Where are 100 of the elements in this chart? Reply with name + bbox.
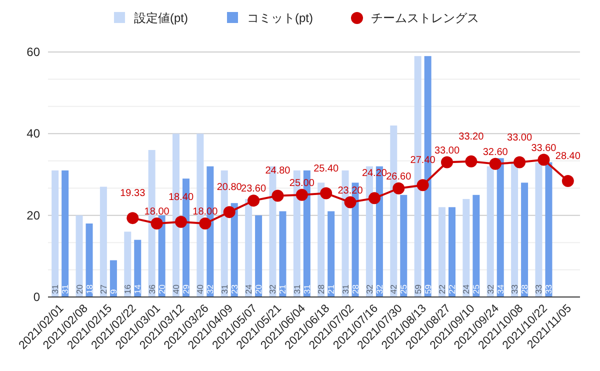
- point: [272, 190, 284, 202]
- data-label: 40: [195, 284, 206, 294]
- data-label: 32: [364, 284, 374, 294]
- data-label: 25: [471, 284, 482, 294]
- bar: [279, 211, 286, 297]
- data-label: 31: [219, 284, 230, 294]
- point: [150, 218, 163, 230]
- point: [416, 179, 429, 192]
- data-label: 25.00: [289, 178, 315, 189]
- data-label: 24: [244, 284, 254, 294]
- data-label: 32: [268, 284, 278, 294]
- point: [392, 182, 405, 194]
- data-label: 36: [146, 284, 157, 294]
- data-label: 31: [292, 284, 302, 294]
- data-label: 28: [520, 284, 530, 294]
- bar: [76, 215, 83, 297]
- data-label: 33.00: [507, 132, 532, 144]
- bar: [462, 199, 470, 297]
- point: [320, 187, 332, 200]
- data-label: 33: [510, 284, 520, 294]
- point: [296, 188, 308, 201]
- data-label: 24: [461, 284, 472, 294]
- data-label: 22: [437, 284, 447, 294]
- data-label: 18: [84, 284, 94, 294]
- bar: [255, 215, 262, 297]
- bar: [545, 162, 552, 297]
- data-label: 33: [544, 284, 554, 294]
- data-label: 32: [485, 284, 496, 294]
- bar: [134, 240, 142, 297]
- point: [126, 212, 139, 224]
- data-label: 31: [60, 284, 70, 294]
- point: [344, 196, 356, 208]
- legend-label: チームストレングス: [371, 11, 479, 25]
- data-label: 20.80: [216, 182, 242, 194]
- data-label: 34: [495, 284, 506, 294]
- y-tick-label: 60: [26, 45, 40, 59]
- point: [248, 194, 260, 207]
- data-label: 24.20: [362, 168, 388, 180]
- bar: [86, 224, 93, 297]
- data-label: 18.00: [192, 206, 218, 218]
- bar: [110, 260, 117, 297]
- y-tick-label: 0: [33, 290, 40, 304]
- point: [441, 156, 453, 168]
- point: [514, 156, 526, 168]
- data-label: 21: [326, 284, 336, 294]
- data-label: 32.60: [482, 146, 508, 158]
- data-label: 32: [205, 284, 216, 294]
- data-label: 14: [132, 284, 143, 294]
- data-label: 40: [171, 284, 181, 294]
- bar: [318, 182, 325, 297]
- data-label: 32: [374, 284, 384, 294]
- data-label: 59: [412, 284, 423, 294]
- point: [489, 158, 502, 170]
- bar: [100, 186, 107, 297]
- data-label: 24.80: [265, 166, 291, 177]
- point: [465, 155, 478, 168]
- point: [538, 154, 550, 166]
- data-label: 33.00: [434, 145, 460, 156]
- bar: [52, 170, 59, 297]
- data-label: 25: [398, 284, 409, 294]
- point: [562, 175, 574, 188]
- bar: [511, 162, 518, 297]
- data-label: 18.40: [168, 192, 194, 203]
- y-tick-label: 40: [26, 126, 40, 141]
- bar: [448, 207, 456, 297]
- bar: [400, 194, 408, 297]
- point: [199, 218, 212, 230]
- bar: [438, 207, 446, 297]
- data-label: 20: [254, 284, 264, 294]
- bar: [124, 232, 132, 297]
- legend-label: 設定値(pt): [134, 11, 188, 25]
- point: [223, 206, 236, 218]
- data-label: 33.60: [531, 142, 557, 154]
- bar: [62, 170, 69, 297]
- data-label: 21: [278, 284, 288, 294]
- data-label: 29: [181, 284, 191, 294]
- data-label: 28: [316, 284, 326, 294]
- data-label: 26.60: [386, 171, 412, 182]
- data-label: 31: [340, 284, 350, 294]
- point: [368, 192, 380, 204]
- data-label: 42: [388, 284, 399, 294]
- data-label: 9: [108, 289, 118, 294]
- legend-label: コミット(pt): [247, 11, 314, 25]
- data-label: 27: [98, 284, 108, 294]
- data-label: 18.00: [144, 206, 170, 218]
- data-label: 28: [350, 284, 360, 294]
- y-tick-label: 20: [26, 208, 40, 222]
- bar: [486, 166, 494, 297]
- bar: [535, 162, 542, 297]
- data-label: 59: [422, 284, 433, 294]
- data-label: 33: [534, 284, 544, 294]
- data-label: 20: [156, 284, 167, 294]
- data-label: 16: [122, 284, 133, 294]
- bar: [328, 211, 335, 297]
- data-label: 23.60: [241, 184, 266, 195]
- data-label: 19.33: [120, 188, 146, 200]
- data-label: 33.20: [458, 131, 484, 142]
- data-label: 23: [229, 284, 240, 294]
- data-label: 25.40: [314, 163, 340, 174]
- data-label: 20: [74, 284, 84, 294]
